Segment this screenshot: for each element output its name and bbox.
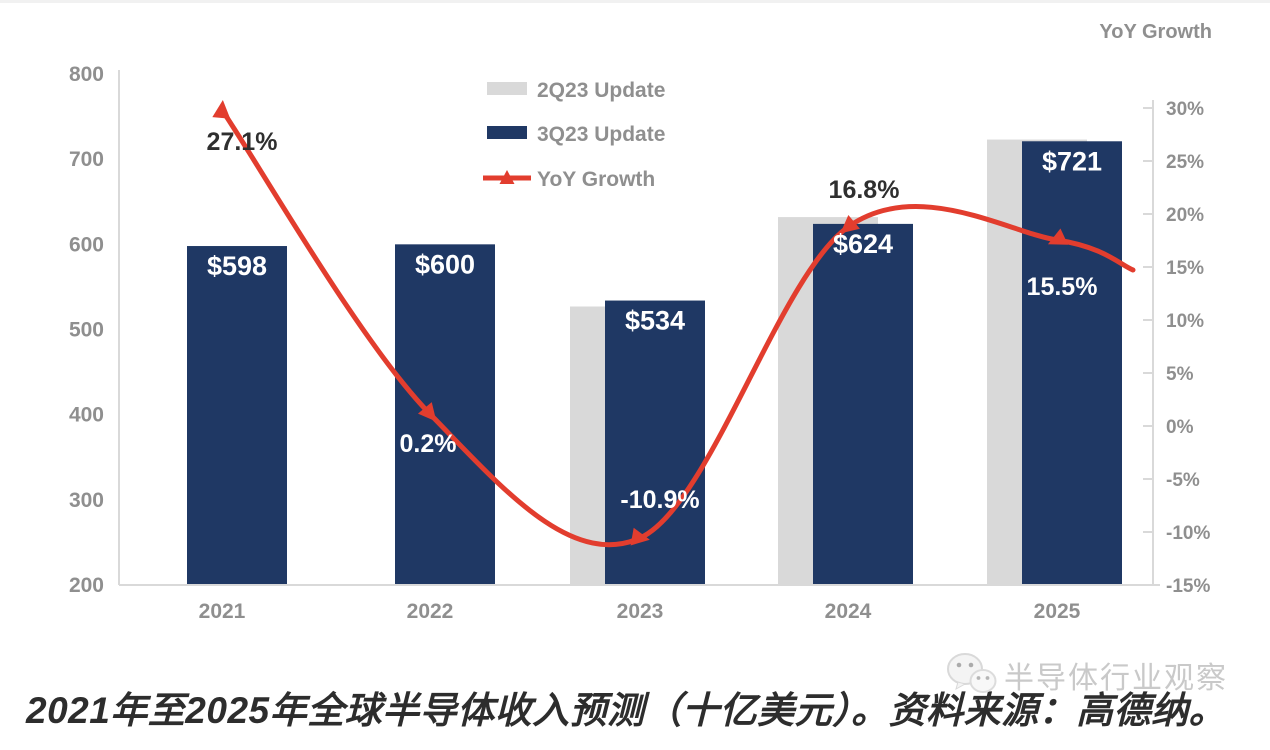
- yoy-marker-2023: [630, 527, 650, 546]
- watermark: 半导体行业观察: [944, 650, 1228, 700]
- x-axis-label: 2022: [407, 600, 454, 623]
- left-axis-tick-label: 500: [69, 319, 104, 342]
- right-axis-tick-label: 20%: [1166, 205, 1204, 226]
- legend-label-1: 3Q23 Update: [537, 123, 665, 146]
- legend-swatch-2q23: [487, 82, 527, 95]
- bar-3q23-2022: [395, 244, 495, 586]
- left-axis-tick-label: 600: [69, 233, 104, 256]
- right-axis-tick-label: 10%: [1166, 311, 1204, 332]
- yoy-value-label-2021: 27.1%: [207, 128, 278, 156]
- legend-label-0: 2Q23 Update: [537, 79, 665, 102]
- yoy-growth-line: [219, 107, 1136, 547]
- bar-3q23-2021: [187, 246, 287, 585]
- right-axis-title: YoY Growth: [1099, 21, 1212, 43]
- right-axis-tick-label: 15%: [1166, 258, 1204, 279]
- right-axis-tick-label: -10%: [1166, 523, 1210, 544]
- right-axis-tick-label: -5%: [1166, 470, 1200, 491]
- bar-value-label-2025: $721: [1042, 146, 1102, 176]
- bar-3q23-2025: [1022, 141, 1122, 585]
- x-axis-label: 2024: [825, 600, 872, 623]
- left-axis-tick-label: 400: [69, 404, 104, 427]
- yoy-marker-2021: [212, 100, 231, 119]
- legend-swatch-yoy-marker: [499, 170, 515, 184]
- bar-value-label-2021: $598: [207, 251, 267, 281]
- right-axis-tick-label: 0%: [1166, 417, 1194, 438]
- left-axis-tick-label: 700: [69, 148, 104, 171]
- yoy-marker-2024: [840, 214, 860, 234]
- wechat-icon: [947, 653, 997, 693]
- bar-value-label-2022: $600: [415, 249, 475, 279]
- yoy-marker-2025: [1047, 228, 1069, 245]
- semiconductor-forecast-chart: 800 700 600 500 400 300 200 30% 25% 20% 15% 10% 5% 0%…: [69, 21, 1212, 623]
- x-axis-label: 2023: [617, 600, 664, 623]
- chart-svg: 800 700 600 500 400 300 200 30% 25% 20% 15% 10% 5% 0%…: [69, 21, 1212, 623]
- x-axis-label: 2025: [1034, 600, 1081, 623]
- yoy-value-label-2022: 0.2%: [400, 430, 457, 458]
- left-axis-tick-label: 300: [69, 489, 104, 512]
- left-axis-tick-label: 800: [69, 63, 104, 86]
- right-axis-tick-label: 30%: [1166, 99, 1204, 120]
- bar-value-label-2024: $624: [833, 229, 893, 259]
- x-axis-label: 2021: [199, 600, 246, 623]
- legend-label-2: YoY Growth: [537, 168, 655, 191]
- chart-caption: 2021年至2025年全球半导体收入预测（十亿美元）。资料来源：高德纳。: [26, 690, 1227, 731]
- bar-3q23-2024: [813, 223, 913, 586]
- yoy-value-label-2025: 15.5%: [1027, 273, 1098, 301]
- legend-swatch-3q23: [487, 126, 527, 139]
- bar-3q23-2023: [605, 300, 705, 585]
- yoy-value-label-2024: 16.8%: [829, 176, 900, 204]
- watermark-label: 半导体行业观察: [1004, 662, 1228, 695]
- right-axis-tick-label: 25%: [1166, 152, 1204, 173]
- bar-value-label-2023: $534: [625, 306, 685, 336]
- right-axis-tick-label: -15%: [1166, 576, 1210, 597]
- right-axis-tick-label: 5%: [1166, 364, 1194, 385]
- yoy-marker-2022: [417, 402, 437, 422]
- page-top-edge: [0, 0, 1270, 3]
- yoy-value-label-2023: -10.9%: [620, 486, 699, 514]
- left-axis-tick-label: 200: [69, 574, 104, 597]
